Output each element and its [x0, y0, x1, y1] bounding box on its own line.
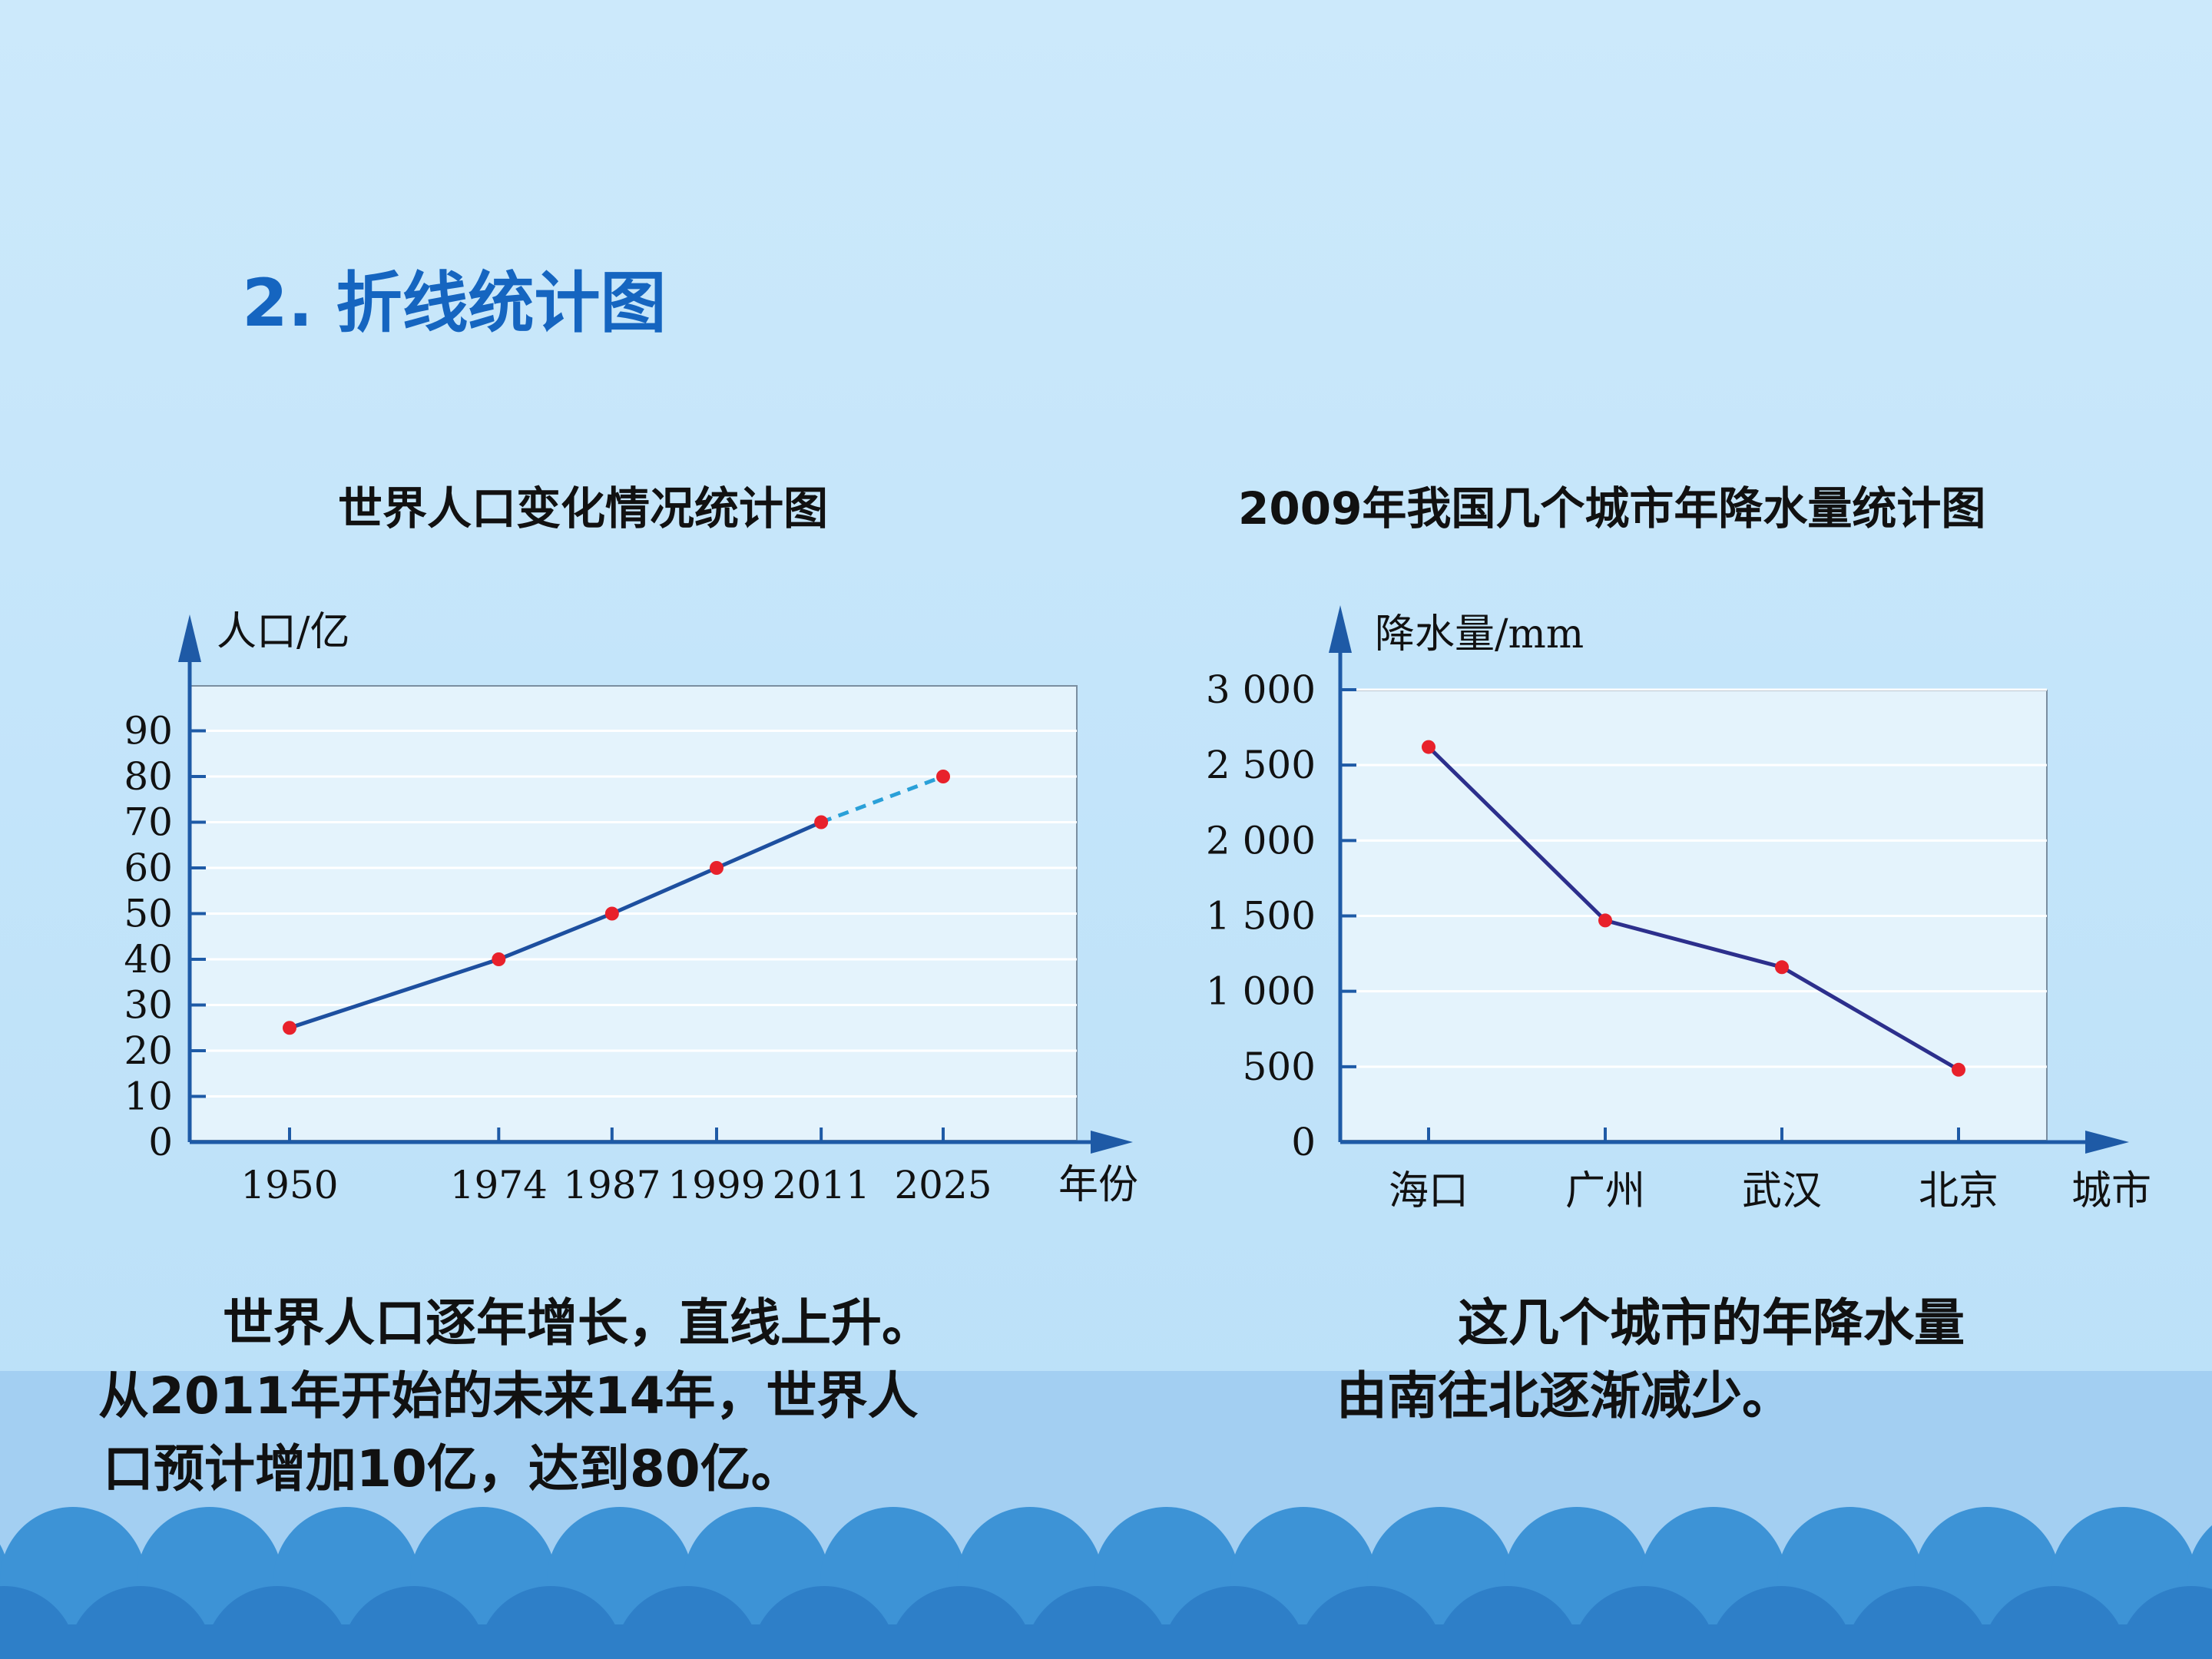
y-tick-label: 60	[124, 846, 173, 890]
forecast-line	[820, 774, 944, 824]
y-tick-label: 20	[124, 1028, 173, 1073]
x-tick-label: 海口	[1389, 1168, 1469, 1214]
data-point	[709, 861, 724, 875]
caption-left-line-1: 世界人口逐年增长，直线上升。	[223, 1293, 932, 1353]
caption-left-line-3: 口预计增加10亿，达到80亿。	[103, 1439, 802, 1498]
y-tick-label: 2 000	[1206, 818, 1316, 863]
data-point	[1422, 740, 1435, 754]
y-axis-label: 降水量/mm	[1375, 611, 1584, 657]
data-point	[1598, 913, 1612, 928]
y-tick-label: 30	[124, 983, 173, 1028]
y-axis-arrow	[178, 614, 201, 662]
y-tick-label: 2 500	[1206, 743, 1316, 787]
y-tick-label: 0	[1291, 1120, 1316, 1164]
caption-right-line-1: 这几个城市的年降水量	[1458, 1293, 1965, 1353]
y-tick-labels: 0 500 1 000 1 500 2 000 2 500 3 000	[1206, 667, 1316, 1164]
x-tick-label: 1950	[240, 1163, 338, 1207]
caption-right-line-2: 由南往北逐渐减少。	[1336, 1366, 1793, 1426]
y-axis-label: 人口/亿	[217, 609, 350, 655]
axes	[1329, 605, 2129, 1154]
y-tick-label: 90	[124, 709, 173, 753]
x-tick-labels: 海口 广州 武汉 北京	[1389, 1168, 1998, 1214]
x-axis-arrow	[2085, 1131, 2129, 1154]
slide-title: 2. 折线统计图	[242, 265, 666, 342]
x-tick-labels: 1950 1974 1987 1999 2011 2025	[240, 1163, 992, 1207]
data-point	[814, 815, 829, 830]
x-tick-label: 广州	[1565, 1168, 1645, 1214]
decorative-waves	[0, 1507, 2212, 1659]
y-tick-label: 1 000	[1206, 969, 1316, 1014]
x-tick-label: 北京	[1919, 1168, 1998, 1214]
x-tick-label: 1987	[563, 1163, 661, 1207]
y-tick-label: 500	[1243, 1045, 1316, 1089]
data-point	[604, 906, 619, 921]
chart-title: 世界人口变化情况统计图	[338, 482, 828, 535]
axes	[178, 614, 1133, 1154]
x-tick-label: 1974	[450, 1163, 548, 1207]
gridlines	[190, 730, 1077, 1098]
x-axis-arrow	[1091, 1131, 1133, 1154]
caption-left: 世界人口逐年增长，直线上升。 从2011年开始的未来14年，世界人 口预计增加1…	[98, 1293, 932, 1498]
data-point	[492, 952, 506, 966]
data-point	[1775, 960, 1789, 975]
x-tick-label: 武汉	[1742, 1168, 1822, 1214]
y-tick-label: 70	[124, 800, 173, 845]
y-tick-label: 50	[124, 892, 173, 936]
data-point	[936, 770, 950, 783]
x-tick-label: 2011	[773, 1163, 870, 1207]
y-tick-label: 80	[124, 754, 173, 799]
caption-left-line-2: 从2011年开始的未来14年，世界人	[98, 1366, 919, 1426]
data-point	[1952, 1062, 1965, 1077]
chart-title: 2009年我国几个城市年降水量统计图	[1238, 482, 1985, 535]
series-line	[1427, 745, 1960, 1071]
series-lines	[1427, 745, 1960, 1071]
wave-base	[0, 1624, 2212, 1659]
y-tick-label: 3 000	[1206, 667, 1316, 712]
y-axis-arrow	[1329, 605, 1352, 653]
x-tick-label: 1999	[667, 1163, 765, 1207]
x-axis-label: 年份	[1058, 1162, 1138, 1208]
data-point	[283, 1021, 296, 1035]
gridlines	[1340, 688, 2047, 1068]
y-tick-label: 10	[124, 1075, 173, 1119]
rainfall-line-chart: 2009年我国几个城市年降水量统计图 0 500 1 000 1 500 2 000 2 …	[1206, 482, 2151, 1214]
x-tick-label: 2025	[894, 1163, 992, 1207]
y-tick-label: 40	[124, 937, 173, 982]
y-tick-label: 1 500	[1206, 894, 1316, 939]
x-axis-label: 城市	[2071, 1168, 2151, 1214]
y-tick-label: 0	[148, 1120, 173, 1164]
data-points	[283, 770, 950, 1035]
data-points	[1422, 740, 1965, 1077]
caption-right: 这几个城市的年降水量 由南往北逐渐减少。	[1336, 1293, 1965, 1426]
